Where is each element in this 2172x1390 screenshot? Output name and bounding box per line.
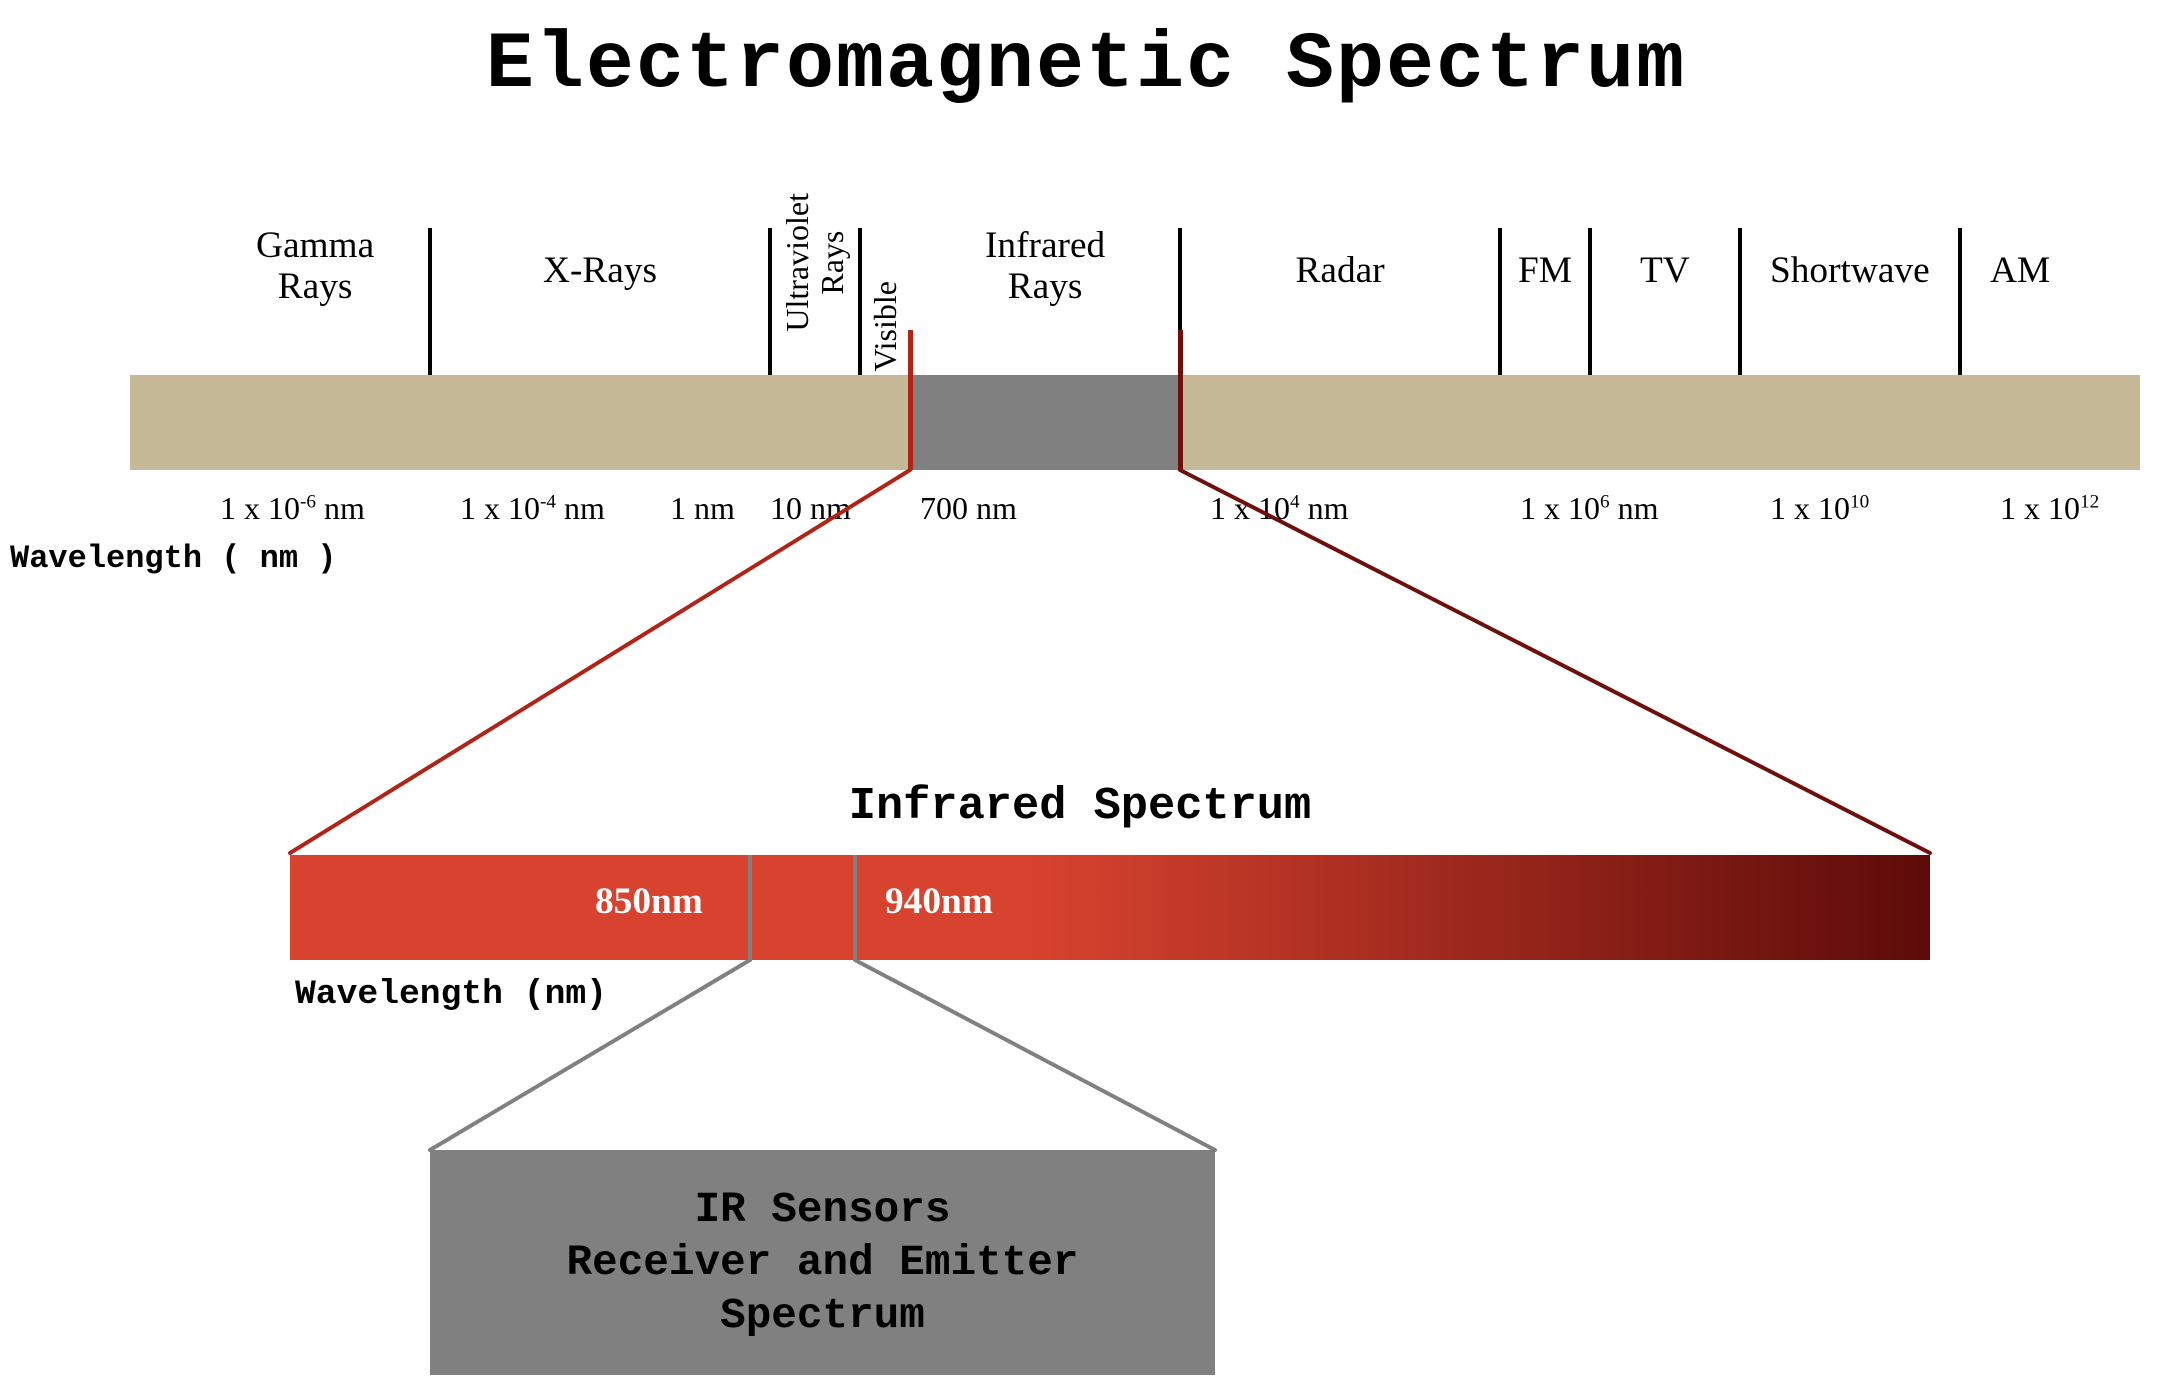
infrared-bar-divider <box>748 855 752 960</box>
infrared-bar-value-label: 940nm <box>885 880 993 923</box>
infrared-spectrum-bar <box>290 855 1930 960</box>
ir-sensor-spectrum-box: IR SensorsReceiver and EmitterSpectrum <box>430 1150 1215 1375</box>
diagram-stage: Electromagnetic SpectrumGammaRaysX-RaysU… <box>0 0 2172 1390</box>
infrared-wavelength-axis-caption: Wavelength (nm) <box>295 975 607 1014</box>
zoom-line-bottom-right <box>855 960 1215 1150</box>
infrared-bar-divider <box>853 855 857 960</box>
infrared-bar-value-label: 850nm <box>595 880 703 923</box>
infrared-spectrum-title: Infrared Spectrum <box>640 780 1520 832</box>
